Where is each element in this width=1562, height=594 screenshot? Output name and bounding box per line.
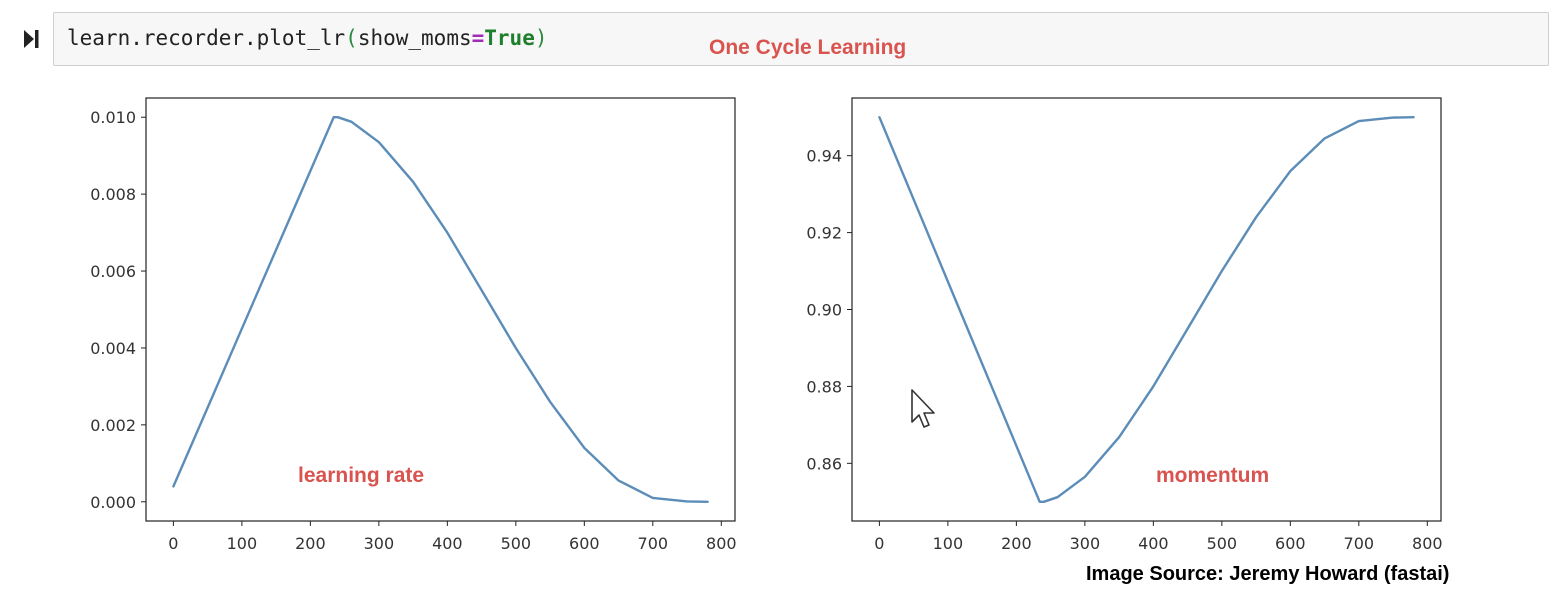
x-tick-label: 500 — [501, 534, 532, 553]
image-source-caption: Image Source: Jeremy Howard (fastai) — [1086, 563, 1450, 585]
y-tick-label: 0.94 — [806, 147, 842, 166]
series-line — [878, 115, 1415, 503]
code-line[interactable]: learn.recorder.plot_lr(show_moms=True) — [67, 26, 548, 50]
x-tick-label: 700 — [638, 534, 669, 553]
y-tick-label: 0.008 — [90, 185, 136, 204]
x-tick-label: 400 — [1138, 534, 1169, 553]
chart-title-annotation: One Cycle Learning — [709, 36, 907, 59]
learning-rate-label: learning rate — [298, 464, 425, 487]
code-close-paren: ) — [534, 26, 548, 50]
x-tick-label: 0 — [168, 534, 178, 553]
x-tick-label: 600 — [1275, 534, 1306, 553]
x-tick-label: 300 — [1070, 534, 1101, 553]
y-tick-label: 0.92 — [806, 224, 842, 243]
code-operator: = — [471, 26, 485, 50]
y-tick-label: 0.86 — [806, 454, 842, 473]
x-tick-label: 500 — [1207, 534, 1238, 553]
x-tick-label: 200 — [295, 534, 326, 553]
x-tick-label: 200 — [1001, 534, 1032, 553]
x-tick-label: 0 — [874, 534, 884, 553]
code-call: learn.recorder.plot_lr — [67, 26, 346, 50]
x-tick-label: 800 — [1412, 534, 1443, 553]
x-tick-label: 700 — [1344, 534, 1375, 553]
momentum-chart: 0 100 200 300 400 500 600 700 800 0.86 0.88 0.90 0.9… — [806, 97, 1443, 553]
plot-frame — [145, 97, 736, 522]
y-tick-label: 0.010 — [90, 108, 136, 127]
run-cell-icon[interactable] — [22, 28, 40, 50]
y-tick-label: 0.000 — [90, 493, 136, 512]
mouse-cursor-icon — [911, 389, 935, 428]
code-cell[interactable]: learn.recorder.plot_lr(show_moms=True) — [53, 12, 1549, 66]
plot-frame — [851, 97, 1442, 522]
code-arg-name: show_moms — [357, 26, 472, 50]
x-tick-label: 300 — [364, 534, 395, 553]
code-open-paren: ( — [345, 26, 358, 50]
y-tick-label: 0.90 — [806, 301, 842, 320]
x-tick-label: 100 — [933, 534, 964, 553]
momentum-label: momentum — [1156, 464, 1270, 487]
y-tick-label: 0.002 — [90, 416, 136, 435]
x-tick-label: 100 — [227, 534, 258, 553]
x-tick-label: 600 — [569, 534, 600, 553]
series-line — [172, 115, 709, 503]
code-arg-value: True — [484, 26, 535, 50]
y-tick-label: 0.006 — [90, 262, 136, 281]
learning-rate-chart: 0 100 200 300 400 500 600 700 800 0.000 0.002 0.004… — [90, 97, 737, 553]
y-tick-label: 0.88 — [806, 377, 842, 396]
y-tick-label: 0.004 — [90, 339, 136, 358]
x-tick-label: 800 — [706, 534, 737, 553]
x-tick-label: 400 — [432, 534, 463, 553]
